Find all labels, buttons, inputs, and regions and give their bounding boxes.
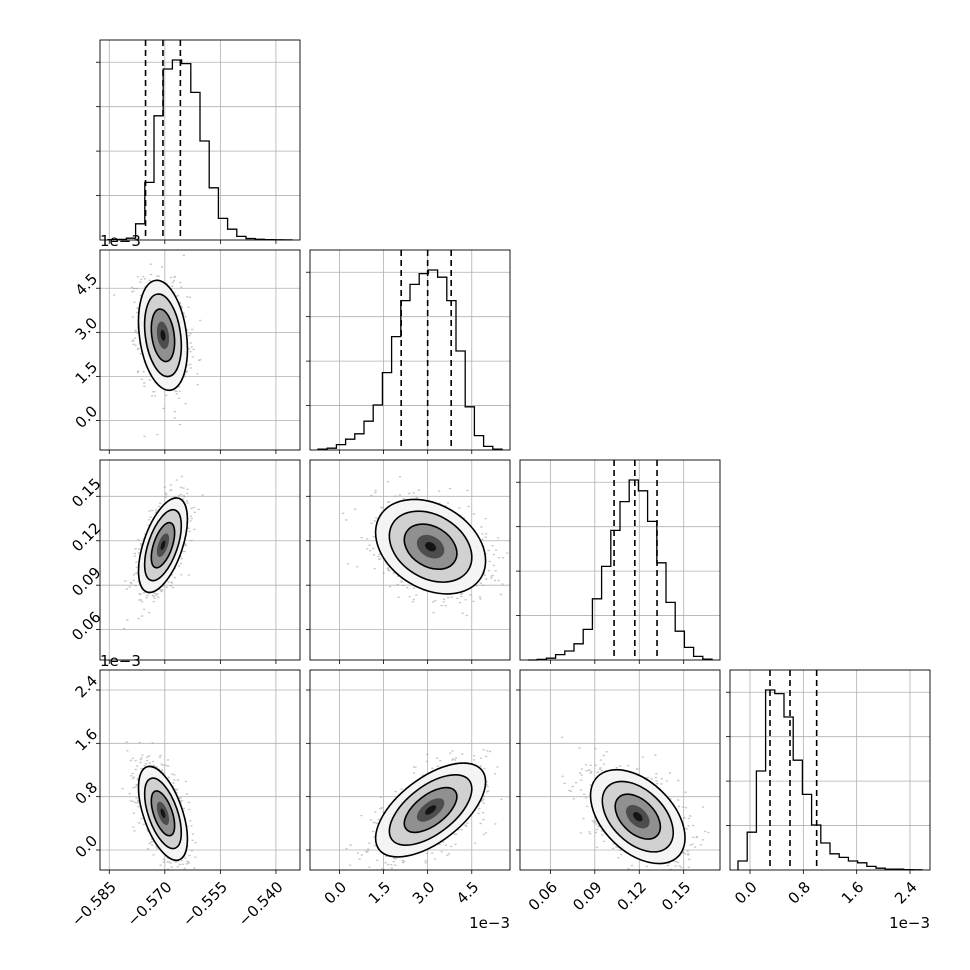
y-tick-label: 1.6 (72, 725, 102, 755)
panel-bg (520, 460, 720, 660)
density-panel-3-1: 0.0 1.5 3.0 4.5 1e−3 (306, 669, 511, 932)
density-contour-1 (388, 773, 473, 846)
histogram-step-3 (737, 689, 923, 871)
x-tick-label: −0.570 (124, 878, 176, 930)
panel-bg (100, 250, 300, 450)
x-tick-label: 0.0 (321, 878, 351, 908)
panel-content (345, 749, 503, 870)
y-tick-label: 0.0 (72, 832, 102, 862)
density-fill-4 (160, 808, 166, 819)
panel-bg (100, 670, 300, 870)
y-tick-label: 0.09 (68, 563, 104, 599)
panel-bg (100, 460, 300, 660)
x-tick-label: 1.6 (838, 878, 868, 908)
density-panel-3-0: −0.585 −0.570 −0.555 −0.540 0.0 0.8 1.6 2.4 1e−3 (68, 652, 301, 930)
y-tick-label: 0.12 (68, 519, 104, 555)
density-contour-1 (388, 510, 473, 583)
density-contour-2 (150, 308, 176, 363)
panel-frame-3-1 (309, 669, 511, 871)
x-offset-label: 1e−3 (889, 914, 930, 932)
panel-frame-3-3 (729, 669, 931, 871)
y-tick-label: 3.0 (72, 314, 102, 344)
y-tick-label: 0.8 (72, 778, 102, 808)
histogram-step-0 (107, 59, 293, 241)
panel-frame-2-0 (99, 459, 301, 661)
y-tick-label: 0.06 (68, 608, 104, 644)
x-tick-label: 4.5 (453, 878, 483, 908)
panel-content (121, 741, 197, 870)
density-contour-1 (143, 293, 183, 378)
x-tick-label: −0.555 (179, 878, 231, 930)
y-tick-label: 0.15 (68, 475, 104, 511)
panel-frame-0-0 (99, 39, 301, 241)
y-tick-label: 0.0 (72, 402, 102, 432)
density-fill-4 (633, 811, 643, 822)
density-contour-1 (601, 780, 675, 853)
panel-content (123, 475, 204, 630)
density-contour-2 (403, 786, 458, 834)
density-fill-4 (425, 805, 437, 815)
x-tick-label: 0.06 (525, 878, 561, 914)
density-contour-1 (143, 777, 183, 850)
density-contour-2 (614, 793, 662, 840)
histogram-panel-0 (96, 39, 301, 244)
density-contour-0 (374, 762, 487, 858)
x-tick-label: 0.0 (731, 878, 761, 908)
panel-frame-2-2 (519, 459, 721, 661)
histogram-panel-3: 0.0 0.8 1.6 2.4 1e−3 (726, 669, 931, 932)
x-tick-label: 0.8 (784, 878, 814, 908)
density-fill-4 (160, 540, 166, 550)
x-tick-label: 3.0 (409, 878, 439, 908)
density-contour-2 (403, 523, 458, 571)
density-panel-3-2: 0.06 0.09 0.12 0.15 (516, 669, 721, 914)
x-tick-label: 0.15 (658, 878, 694, 914)
y-tick-label: 1.5 (72, 358, 102, 388)
density-contour-0 (589, 768, 686, 865)
density-panel-2-0: 0.06 0.09 0.12 0.15 (68, 459, 301, 664)
density-contour-2 (150, 790, 176, 837)
density-contour-0 (137, 279, 189, 392)
x-tick-label: 0.12 (614, 878, 650, 914)
panel-bg (730, 670, 930, 870)
histogram-panel-1 (306, 249, 511, 454)
density-fill-4 (425, 541, 437, 552)
x-tick-label: 2.4 (891, 878, 921, 908)
y-tick-label: 2.4 (72, 672, 102, 702)
panel-frame-3-2 (519, 669, 721, 871)
density-contour-2 (150, 521, 176, 569)
y-tick-label: 4.5 (72, 270, 102, 300)
histogram-step-1 (317, 269, 503, 450)
density-contour-1 (143, 508, 183, 582)
density-panel-2-1 (306, 459, 511, 664)
panel-bg (310, 250, 510, 450)
x-offset-label: 1e−3 (469, 914, 510, 932)
y-offset-label: 1e−3 (100, 652, 141, 670)
panel-content (341, 476, 510, 617)
panel-content (560, 736, 710, 870)
density-contour-0 (137, 765, 189, 862)
x-tick-label: −0.540 (235, 878, 287, 930)
histogram-panel-2 (516, 459, 721, 664)
x-tick-label: 1.5 (365, 878, 395, 908)
density-contour-0 (137, 497, 189, 594)
y-offset-label: 1e−3 (100, 232, 141, 250)
panel-content (112, 254, 202, 437)
panel-frame-2-1 (309, 459, 511, 661)
panel-frame-1-1 (309, 249, 511, 451)
density-panel-1-0: 0.0 1.5 3.0 4.5 1e−3 (72, 232, 301, 454)
x-tick-label: 0.09 (569, 878, 605, 914)
histogram-step-2 (528, 479, 713, 661)
x-tick-label: −0.585 (68, 878, 120, 930)
density-contour-0 (374, 498, 487, 595)
density-fill-4 (160, 329, 166, 341)
panel-frame-1-0 (99, 249, 301, 451)
panel-frame-3-0 (99, 669, 301, 871)
